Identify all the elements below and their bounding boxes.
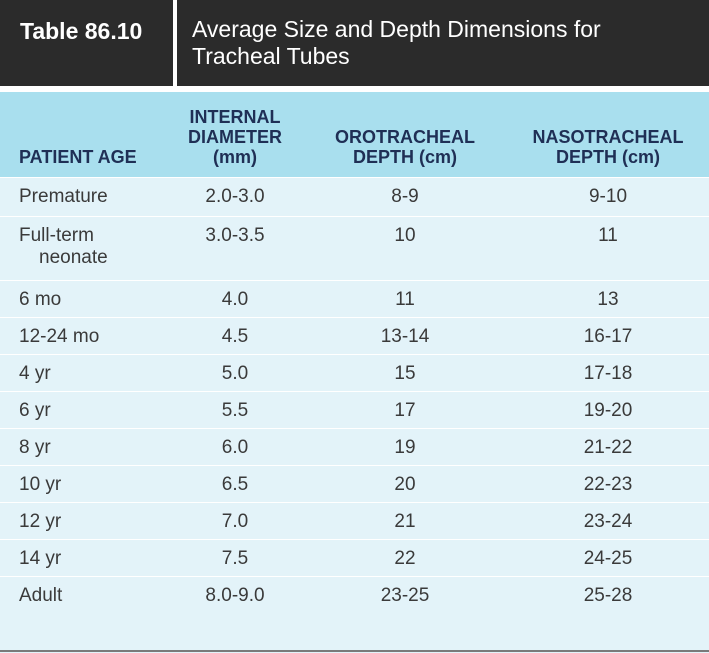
cell-nasotracheal: 25-28 bbox=[583, 585, 633, 606]
table-number-label: Table 86.10 bbox=[20, 18, 143, 44]
table-row: 6 mo 4.0 11 13 bbox=[0, 280, 709, 318]
bottom-rule bbox=[0, 650, 709, 652]
table-row: 10 yr 6.5 20 22-23 bbox=[0, 465, 709, 503]
cell-diameter: 5.5 bbox=[221, 400, 249, 421]
cell-diameter: 3.0-3.5 bbox=[205, 225, 265, 246]
cell-nasotracheal: 21-22 bbox=[583, 437, 633, 458]
table-row: 14 yr 7.5 22 24-25 bbox=[0, 539, 709, 577]
table-row: Adult 8.0-9.0 23-25 25-28 bbox=[0, 576, 709, 614]
cell-orotracheal: 17 bbox=[394, 400, 416, 421]
header-line: NASOTRACHEAL bbox=[532, 127, 684, 147]
table-row: Premature 2.0-3.0 8-9 9-10 bbox=[0, 177, 709, 217]
cell-age: 14 yr bbox=[19, 548, 62, 569]
cell-age: 4 yr bbox=[19, 363, 51, 384]
cell-nasotracheal: 9-10 bbox=[588, 186, 628, 207]
cell-age: 8 yr bbox=[19, 437, 51, 458]
table-row: 6 yr 5.5 17 19-20 bbox=[0, 391, 709, 429]
cell-diameter: 6.0 bbox=[221, 437, 249, 458]
header-orotracheal-depth: OROTRACHEAL DEPTH (cm) bbox=[312, 127, 498, 167]
header-line: DIAMETER bbox=[188, 127, 282, 147]
cell-orotracheal: 10 bbox=[394, 225, 416, 246]
cell-age: 6 mo bbox=[19, 289, 62, 310]
table-row: 12-24 mo 4.5 13-14 16-17 bbox=[0, 317, 709, 355]
cell-age-line: neonate bbox=[39, 247, 108, 268]
cell-age: Premature bbox=[19, 186, 108, 207]
cell-age: 6 yr bbox=[19, 400, 51, 421]
cell-age: 12-24 mo bbox=[19, 326, 100, 347]
cell-diameter: 5.0 bbox=[221, 363, 249, 384]
table-row: 8 yr 6.0 19 21-22 bbox=[0, 428, 709, 466]
table-header-row: PATIENT AGE INTERNAL DIAMETER (mm) OROTR… bbox=[0, 92, 709, 177]
cell-diameter: 7.0 bbox=[221, 511, 249, 532]
cell-diameter: 4.5 bbox=[221, 326, 249, 347]
cell-diameter: 8.0-9.0 bbox=[205, 585, 265, 606]
title-bar: Table 86.10 Average Size and Depth Dimen… bbox=[0, 0, 709, 86]
cell-orotracheal: 11 bbox=[395, 289, 415, 310]
cell-diameter: 7.5 bbox=[221, 548, 249, 569]
cell-nasotracheal: 22-23 bbox=[583, 474, 633, 495]
cell-nasotracheal: 24-25 bbox=[583, 548, 633, 569]
cell-nasotracheal: 23-24 bbox=[583, 511, 633, 532]
cell-orotracheal: 15 bbox=[394, 363, 416, 384]
header-nasotracheal-depth: NASOTRACHEAL DEPTH (cm) bbox=[510, 127, 706, 167]
cell-orotracheal: 21 bbox=[394, 511, 416, 532]
cell-orotracheal: 13-14 bbox=[380, 326, 430, 347]
cell-diameter: 6.5 bbox=[221, 474, 249, 495]
cell-nasotracheal: 13 bbox=[597, 289, 619, 310]
cell-orotracheal: 22 bbox=[394, 548, 416, 569]
cell-age: Full-term neonate bbox=[19, 225, 169, 269]
header-patient-age: PATIENT AGE bbox=[19, 147, 137, 167]
cell-orotracheal: 19 bbox=[394, 437, 416, 458]
cell-orotracheal: 8-9 bbox=[391, 186, 419, 207]
title-divider bbox=[173, 0, 177, 86]
cell-orotracheal: 23-25 bbox=[380, 585, 430, 606]
table-row: Full-term neonate 3.0-3.5 10 11 bbox=[0, 216, 709, 281]
header-line: OROTRACHEAL bbox=[335, 127, 475, 147]
header-line: INTERNAL bbox=[189, 107, 281, 127]
cell-orotracheal: 20 bbox=[394, 474, 416, 495]
table-row: 4 yr 5.0 15 17-18 bbox=[0, 354, 709, 392]
cell-age-line: Full-term bbox=[19, 225, 94, 246]
cell-age: Adult bbox=[19, 585, 63, 606]
cell-diameter: 4.0 bbox=[221, 289, 249, 310]
cell-diameter: 2.0-3.0 bbox=[205, 186, 265, 207]
header-line: (mm) bbox=[213, 147, 257, 167]
cell-nasotracheal: 11 bbox=[598, 225, 618, 246]
cell-age: 10 yr bbox=[19, 474, 62, 495]
table-number: Table 86.10 bbox=[0, 0, 173, 86]
header-internal-diameter: INTERNAL DIAMETER (mm) bbox=[170, 107, 300, 167]
cell-nasotracheal: 19-20 bbox=[583, 400, 633, 421]
cell-nasotracheal: 16-17 bbox=[583, 326, 633, 347]
header-gap bbox=[0, 86, 709, 92]
cell-nasotracheal: 17-18 bbox=[583, 363, 633, 384]
table-body: Premature 2.0-3.0 8-9 9-10 Full-term neo… bbox=[0, 177, 709, 653]
header-line: DEPTH (cm) bbox=[352, 147, 457, 167]
header-line: DEPTH (cm) bbox=[555, 147, 660, 167]
cell-age: 12 yr bbox=[19, 511, 62, 532]
table-title: Average Size and Depth Dimensions for Tr… bbox=[192, 16, 601, 69]
table-row: 12 yr 7.0 21 23-24 bbox=[0, 502, 709, 540]
